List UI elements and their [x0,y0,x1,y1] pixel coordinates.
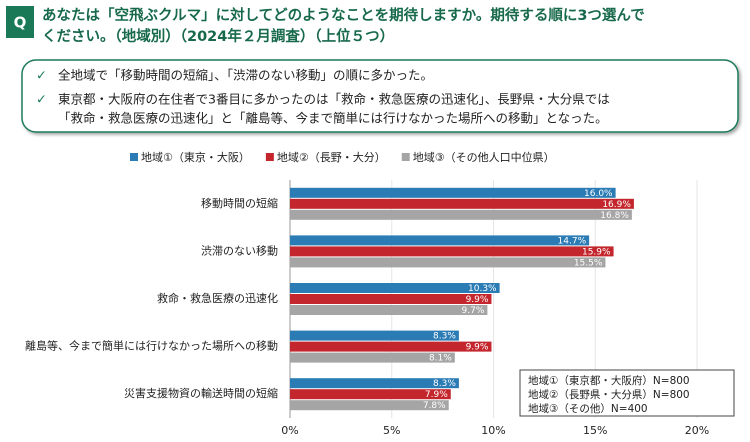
bar [290,198,634,209]
summary-text: 全地域で「移動時間の短縮」、「渋滞のない移動」の順に多かった。 [58,68,433,83]
bar [290,257,606,268]
legend-label: 地域③（その他人口中位県） [413,150,555,164]
legend-label: 地域②（長野・大分） [277,150,386,164]
bar [290,187,616,198]
value-label: 9.9% [466,295,489,305]
badge-box [6,6,34,38]
bar [290,209,632,220]
badge: Q [14,14,27,32]
bar [290,330,459,341]
bar [290,305,488,315]
value-label: 16.0% [584,189,613,199]
value-label: 9.9% [466,343,489,353]
bar [290,294,492,304]
value-label: 7.8% [423,401,446,411]
bar [290,400,449,411]
value-label: 9.7% [462,306,485,316]
legend-swatch [130,153,138,161]
legend-label: 地域①（東京・大阪） [141,150,250,164]
bar [290,389,451,400]
y-tick-label: 救命・救急医療の迅速化 [157,291,278,305]
legend-swatch [265,153,274,161]
value-label: 15.5% [574,258,603,268]
x-tick-label: 5% [383,424,400,437]
title: あなたは「空飛ぶクルマ」に対してどのようなことを期待しますか。期待する順に3つ選… [42,6,645,24]
check-icon: ✓ [36,93,47,108]
bar [290,246,614,257]
value-label: 7.9% [425,390,448,400]
note: 地域①（東京都・大阪府）N=800 [528,374,690,387]
value-label: 8.3% [433,332,456,342]
value-label: 14.7% [558,236,587,246]
value-label: 15.9% [582,247,611,257]
summary-text: 「救命・救急医療の迅速化」と「離島等、今まで簡単には行けなかった場所への移動」と… [58,111,608,126]
y-tick-label: 移動時間の短縮 [201,196,278,210]
bar [290,235,590,246]
x-tick-label: 15% [583,424,607,437]
bar [290,352,455,363]
note: 地域③（その他）N=400 [528,402,648,415]
value-label: 16.9% [602,200,631,210]
summary-box [21,59,739,133]
value-label: 16.8% [600,211,629,221]
title: ください。（地域別）（2024年２月調査）（上位５つ） [42,27,394,45]
note: 地域②（長野県・大分県）N=800 [528,388,690,401]
x-tick-label: 10% [481,424,505,437]
check-icon: ✓ [36,69,47,84]
x-tick-label: 0% [281,424,298,437]
note-box [519,369,735,417]
bar [290,283,500,293]
value-label: 10.3% [468,284,497,294]
value-label: 8.1% [429,354,452,364]
y-tick-label: 災害支援物資の輸送時間の短縮 [124,386,278,400]
bar [290,378,459,389]
bar [290,341,492,352]
summary-text: 東京都・大阪府の在住者で3番目に多かったのは「救命・救急医療の迅速化」、長野県・… [58,92,610,107]
legend-swatch [401,153,410,161]
y-tick-label: 渋滞のない移動 [201,243,278,257]
x-tick-label: 20% [685,424,709,437]
value-label: 8.3% [433,379,456,389]
y-tick-label: 離島等、今まで簡単には行けなかった場所への移動 [25,339,278,353]
